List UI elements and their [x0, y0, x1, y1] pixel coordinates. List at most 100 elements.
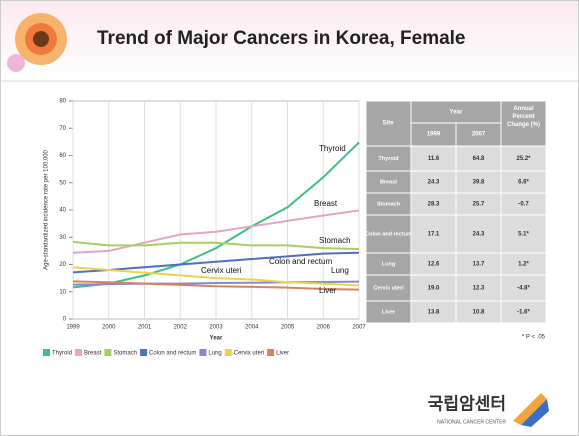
table-cell: [500, 274, 547, 302]
table-cell: [500, 145, 547, 172]
series-label: Colon and rectum: [269, 257, 332, 266]
legend-label: Liver: [276, 351, 289, 357]
y-tick-label: 0: [63, 317, 67, 323]
legend-label: Breast: [84, 351, 102, 357]
table-header-wrap: Annual Percent Change (%): [507, 106, 540, 128]
table-cell-text: Stomach: [377, 201, 401, 207]
legend-swatch: [75, 349, 83, 356]
logo-text: 국립암센터: [428, 394, 506, 413]
series-label: Thyroid: [319, 144, 346, 153]
table-cell-text: 39.8: [473, 180, 485, 186]
table-cell-text: 1.2*: [518, 262, 529, 268]
table-cell-text: 19.0: [428, 286, 440, 292]
legend-swatch: [43, 349, 50, 356]
y-tick-label: 80: [59, 99, 66, 105]
x-tick-label: 2007: [352, 325, 366, 331]
table-cell-text: 12.3: [473, 286, 485, 292]
series-label: Stomach: [319, 236, 351, 245]
series-label: Cervix uteri: [201, 266, 242, 275]
table-cell-text: Lung: [382, 261, 395, 267]
series-line: [72, 240, 360, 250]
x-tick-label: 2000: [102, 325, 116, 331]
y-tick-label: 70: [59, 126, 66, 132]
table-cell: [410, 214, 457, 254]
table-cell-text: 12.6: [428, 262, 440, 268]
legend-swatch: [199, 349, 207, 356]
table-cell-text: 10.8: [473, 310, 485, 316]
plot: 0 10 20 30 40 50 60 70 80 1999 2000 2001 2002 2003 200…: [44, 99, 367, 342]
table-cell-text: Colon and rectum: [365, 231, 412, 237]
logo-mark: [513, 393, 547, 425]
legend-swatch: [224, 349, 232, 356]
legend-swatch: [267, 349, 275, 356]
table-cell-text: Thyroid: [378, 156, 398, 162]
legend-label: Colon and rectum: [149, 351, 196, 357]
legend-swatch: [140, 349, 148, 356]
legend-label: Cervix uteri: [234, 351, 264, 357]
table-header: Site: [382, 121, 394, 127]
logo-subtext: NATIONAL CANCER CENTER: [437, 419, 506, 425]
y-tick-label: 40: [59, 208, 66, 214]
series-line: [72, 280, 360, 291]
table-cell-text: -0.7: [518, 202, 529, 208]
y-axis-label: Age-standardized incidence rate per 100,…: [44, 149, 50, 269]
series-label: Breast: [314, 199, 338, 208]
table-cell-text: 11.6: [428, 156, 440, 162]
flower: [7, 13, 67, 72]
series-line: [72, 280, 360, 286]
slide-title: Trend of Major Cancers in Korea, Female: [97, 28, 466, 49]
table-subheader: 1999: [427, 132, 441, 138]
table-header: Year: [450, 110, 463, 116]
y-tick-label: 10: [59, 289, 66, 295]
x-tick-label: 2006: [317, 325, 331, 331]
table-subheader: 2007: [472, 132, 486, 138]
legend-swatch: [104, 349, 112, 356]
x-tick-label: 2002: [174, 325, 188, 331]
table-footnote: * P < .05: [522, 335, 546, 341]
header-band: [1, 1, 578, 81]
table-cell-text: 28.3: [428, 202, 440, 208]
series-line: [72, 209, 360, 254]
series-line: [72, 266, 360, 287]
x-tick-label: 1999: [66, 325, 80, 331]
series-line: [72, 141, 360, 289]
table-cell-text: 24.3: [473, 232, 485, 238]
series-label: Lung: [331, 266, 349, 275]
y-tick-label: 60: [59, 153, 66, 159]
series-line: [72, 251, 360, 274]
table-cell: [410, 145, 457, 172]
table-cell-text: 24.3: [428, 180, 440, 186]
table-header-cell: [365, 100, 412, 147]
legend-label: Stomach: [113, 351, 137, 357]
legend: Thyroid Breast Stomach Colon and rectum Lung…: [43, 349, 289, 357]
table-cell: [455, 145, 502, 172]
table-cell-text: Liver: [382, 309, 396, 315]
table-cell-text: 6.6*: [518, 180, 529, 186]
x-axis-label: Year: [210, 336, 223, 342]
x-tick-label: 2005: [281, 325, 295, 331]
x-tick-label: 2003: [209, 325, 223, 331]
table-cell: [410, 274, 457, 302]
legend-label: Lung: [208, 351, 221, 357]
table-cell-text: -1.6*: [517, 310, 530, 316]
table-cell-text: -4.8*: [517, 286, 530, 292]
x-tick-label: 2004: [245, 325, 259, 331]
table-cell-text: Breast: [380, 179, 397, 185]
table: Site Year 1999 2007 Annual Percent Change (%…: [365, 100, 547, 341]
table-cell-text: Cervix uteri: [373, 285, 404, 291]
y-tick-label: 50: [59, 180, 66, 186]
table-cell-text: 64.8: [473, 156, 485, 162]
table-cell-text: 13.7: [473, 262, 485, 268]
table-cell-text: 25.2*: [516, 156, 531, 162]
y-tick-label: 20: [59, 262, 66, 268]
table-cell-text: 17.1: [428, 232, 440, 238]
table-cell-text: 5.1*: [518, 232, 529, 238]
legend-label: Thyroid: [52, 351, 72, 357]
logo-mark: [521, 399, 549, 427]
table-header: Annual Percent Change (%): [507, 106, 540, 128]
series-label: Liver: [319, 286, 337, 295]
table-cell: [500, 300, 547, 324]
table-cell-text: 25.7: [473, 202, 485, 208]
